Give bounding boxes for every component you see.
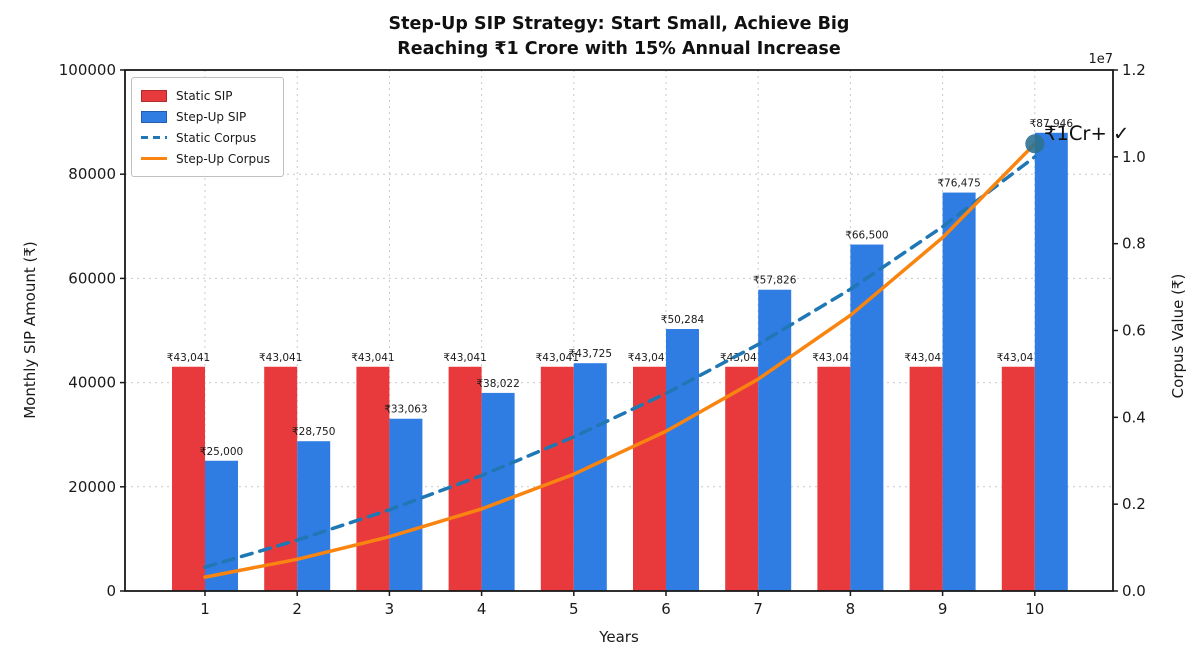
static-sip-bar — [356, 366, 390, 591]
x-tick-label: 7 — [753, 600, 763, 618]
x-tick-label: 1 — [200, 600, 210, 618]
legend: Static SIP Step-Up SIP Static Corpus Ste… — [131, 77, 284, 177]
static-sip-bar — [817, 366, 851, 591]
x-tick-label: 5 — [569, 600, 579, 618]
chart-title-line2: Reaching ₹1 Crore with 15% Annual Increa… — [397, 39, 841, 59]
x-tick-label: 4 — [477, 600, 487, 618]
left-tick-label: 20000 — [68, 478, 116, 496]
static-sip-bar — [264, 366, 298, 591]
x-tick-label: 9 — [938, 600, 948, 618]
static-sip-bar — [633, 366, 666, 591]
legend-item-static-corpus: Static Corpus — [141, 127, 274, 148]
legend-item-stepup-corpus: Step-Up Corpus — [141, 148, 274, 169]
stepup-sip-bar-label: ₹43,725 — [569, 348, 612, 360]
right-axis-offset-label: 1e7 — [1088, 52, 1113, 67]
static-sip-bar — [172, 366, 205, 591]
legend-label-stepup-corpus: Step-Up Corpus — [176, 151, 270, 166]
stepup-sip-bar-label: ₹25,000 — [200, 446, 243, 458]
stepup-sip-bar-label: ₹33,063 — [384, 404, 427, 416]
x-axis-label: Years — [599, 628, 639, 646]
stepup-corpus-line — [203, 142, 1037, 579]
right-tick-label: 1.0 — [1122, 148, 1146, 166]
stepup-sip-bar-label: ₹38,022 — [476, 378, 519, 390]
legend-item-stepup-sip: Step-Up SIP — [141, 106, 274, 127]
legend-swatch-stepup-sip — [141, 110, 167, 123]
static-sip-bar-label: ₹43,041 — [628, 352, 671, 364]
legend-label-static-sip: Static SIP — [176, 88, 233, 103]
chart-title: Step-Up SIP Strategy: Start Small, Achie… — [125, 12, 1113, 62]
stepup-sip-bar — [850, 244, 884, 591]
stepup-sip-bar — [573, 363, 607, 591]
right-tick-label: 0.8 — [1122, 235, 1146, 253]
stepup-sip-bar-label: ₹50,284 — [661, 314, 705, 326]
static-sip-bar — [909, 366, 943, 591]
stepup-sip-bar — [758, 289, 792, 591]
left-tick-label: 40000 — [68, 374, 116, 392]
stepup-sip-bar-label: ₹57,826 — [753, 275, 797, 287]
plot-frame — [124, 69, 1114, 592]
legend-swatch-static-sip — [141, 89, 167, 102]
corpus-milestone-annotation: ₹1Cr+ ✓ — [1044, 122, 1129, 145]
left-tick-label: 0 — [106, 582, 116, 600]
static-sip-bar — [725, 366, 759, 591]
legend-swatch-static-corpus — [141, 135, 167, 140]
right-tick-label: 0.2 — [1122, 495, 1146, 513]
stepup-sip-bar — [666, 329, 699, 591]
static-sip-bar-label: ₹43,041 — [351, 352, 394, 364]
static-sip-bar — [1001, 366, 1035, 591]
right-tick-label: 1.2 — [1122, 61, 1146, 79]
left-axis-label: Monthly SIP Amount (₹) — [21, 241, 39, 419]
right-axis-label: Corpus Value (₹) — [1169, 273, 1187, 399]
static-sip-bar-label: ₹43,041 — [720, 352, 763, 364]
x-tick-label: 6 — [661, 600, 671, 618]
left-tick-label: 80000 — [68, 165, 116, 183]
static-sip-bar-label: ₹43,041 — [997, 352, 1040, 364]
stepup-sip-bar-label: ₹28,750 — [292, 426, 335, 438]
x-tick-label: 2 — [292, 600, 302, 618]
stepup-sip-bar — [205, 460, 238, 591]
static-sip-bar-label: ₹43,041 — [812, 352, 855, 364]
x-tick-label: 3 — [385, 600, 395, 618]
legend-item-static-sip: Static SIP — [141, 85, 274, 106]
x-tick-label: 8 — [846, 600, 856, 618]
static-sip-bar-label: ₹43,041 — [259, 352, 302, 364]
right-tick-label: 0.6 — [1122, 322, 1146, 340]
legend-swatch-stepup-corpus — [141, 156, 167, 161]
stepup-sip-bar — [297, 441, 331, 591]
static-sip-bar-label: ₹43,041 — [443, 352, 486, 364]
stepup-sip-bar-label: ₹66,500 — [845, 230, 888, 242]
stepup-sip-bar — [942, 192, 976, 591]
static-sip-bar-label: ₹43,041 — [167, 352, 210, 364]
chart-title-line1: Step-Up SIP Strategy: Start Small, Achie… — [388, 14, 850, 34]
stepup-sip-bar — [1034, 132, 1068, 592]
static-corpus-line — [203, 155, 1037, 569]
stepup-sip-bar — [481, 392, 515, 591]
stepup-sip-bar-label: ₹76,475 — [937, 178, 980, 190]
static-sip-bar-label: ₹43,041 — [904, 352, 947, 364]
legend-label-stepup-sip: Step-Up SIP — [176, 109, 247, 124]
legend-label-static-corpus: Static Corpus — [176, 130, 257, 145]
right-tick-label: 0.0 — [1122, 582, 1146, 600]
static-sip-bar-label: ₹43,041 — [536, 352, 579, 364]
right-tick-label: 0.4 — [1122, 408, 1146, 426]
left-tick-label: 100000 — [59, 61, 116, 79]
left-tick-label: 60000 — [68, 269, 116, 287]
corpus-goal-marker — [1025, 134, 1045, 154]
x-tick-label: 10 — [1025, 600, 1044, 618]
stepup-sip-bar-label: ₹87,946 — [1030, 118, 1074, 130]
